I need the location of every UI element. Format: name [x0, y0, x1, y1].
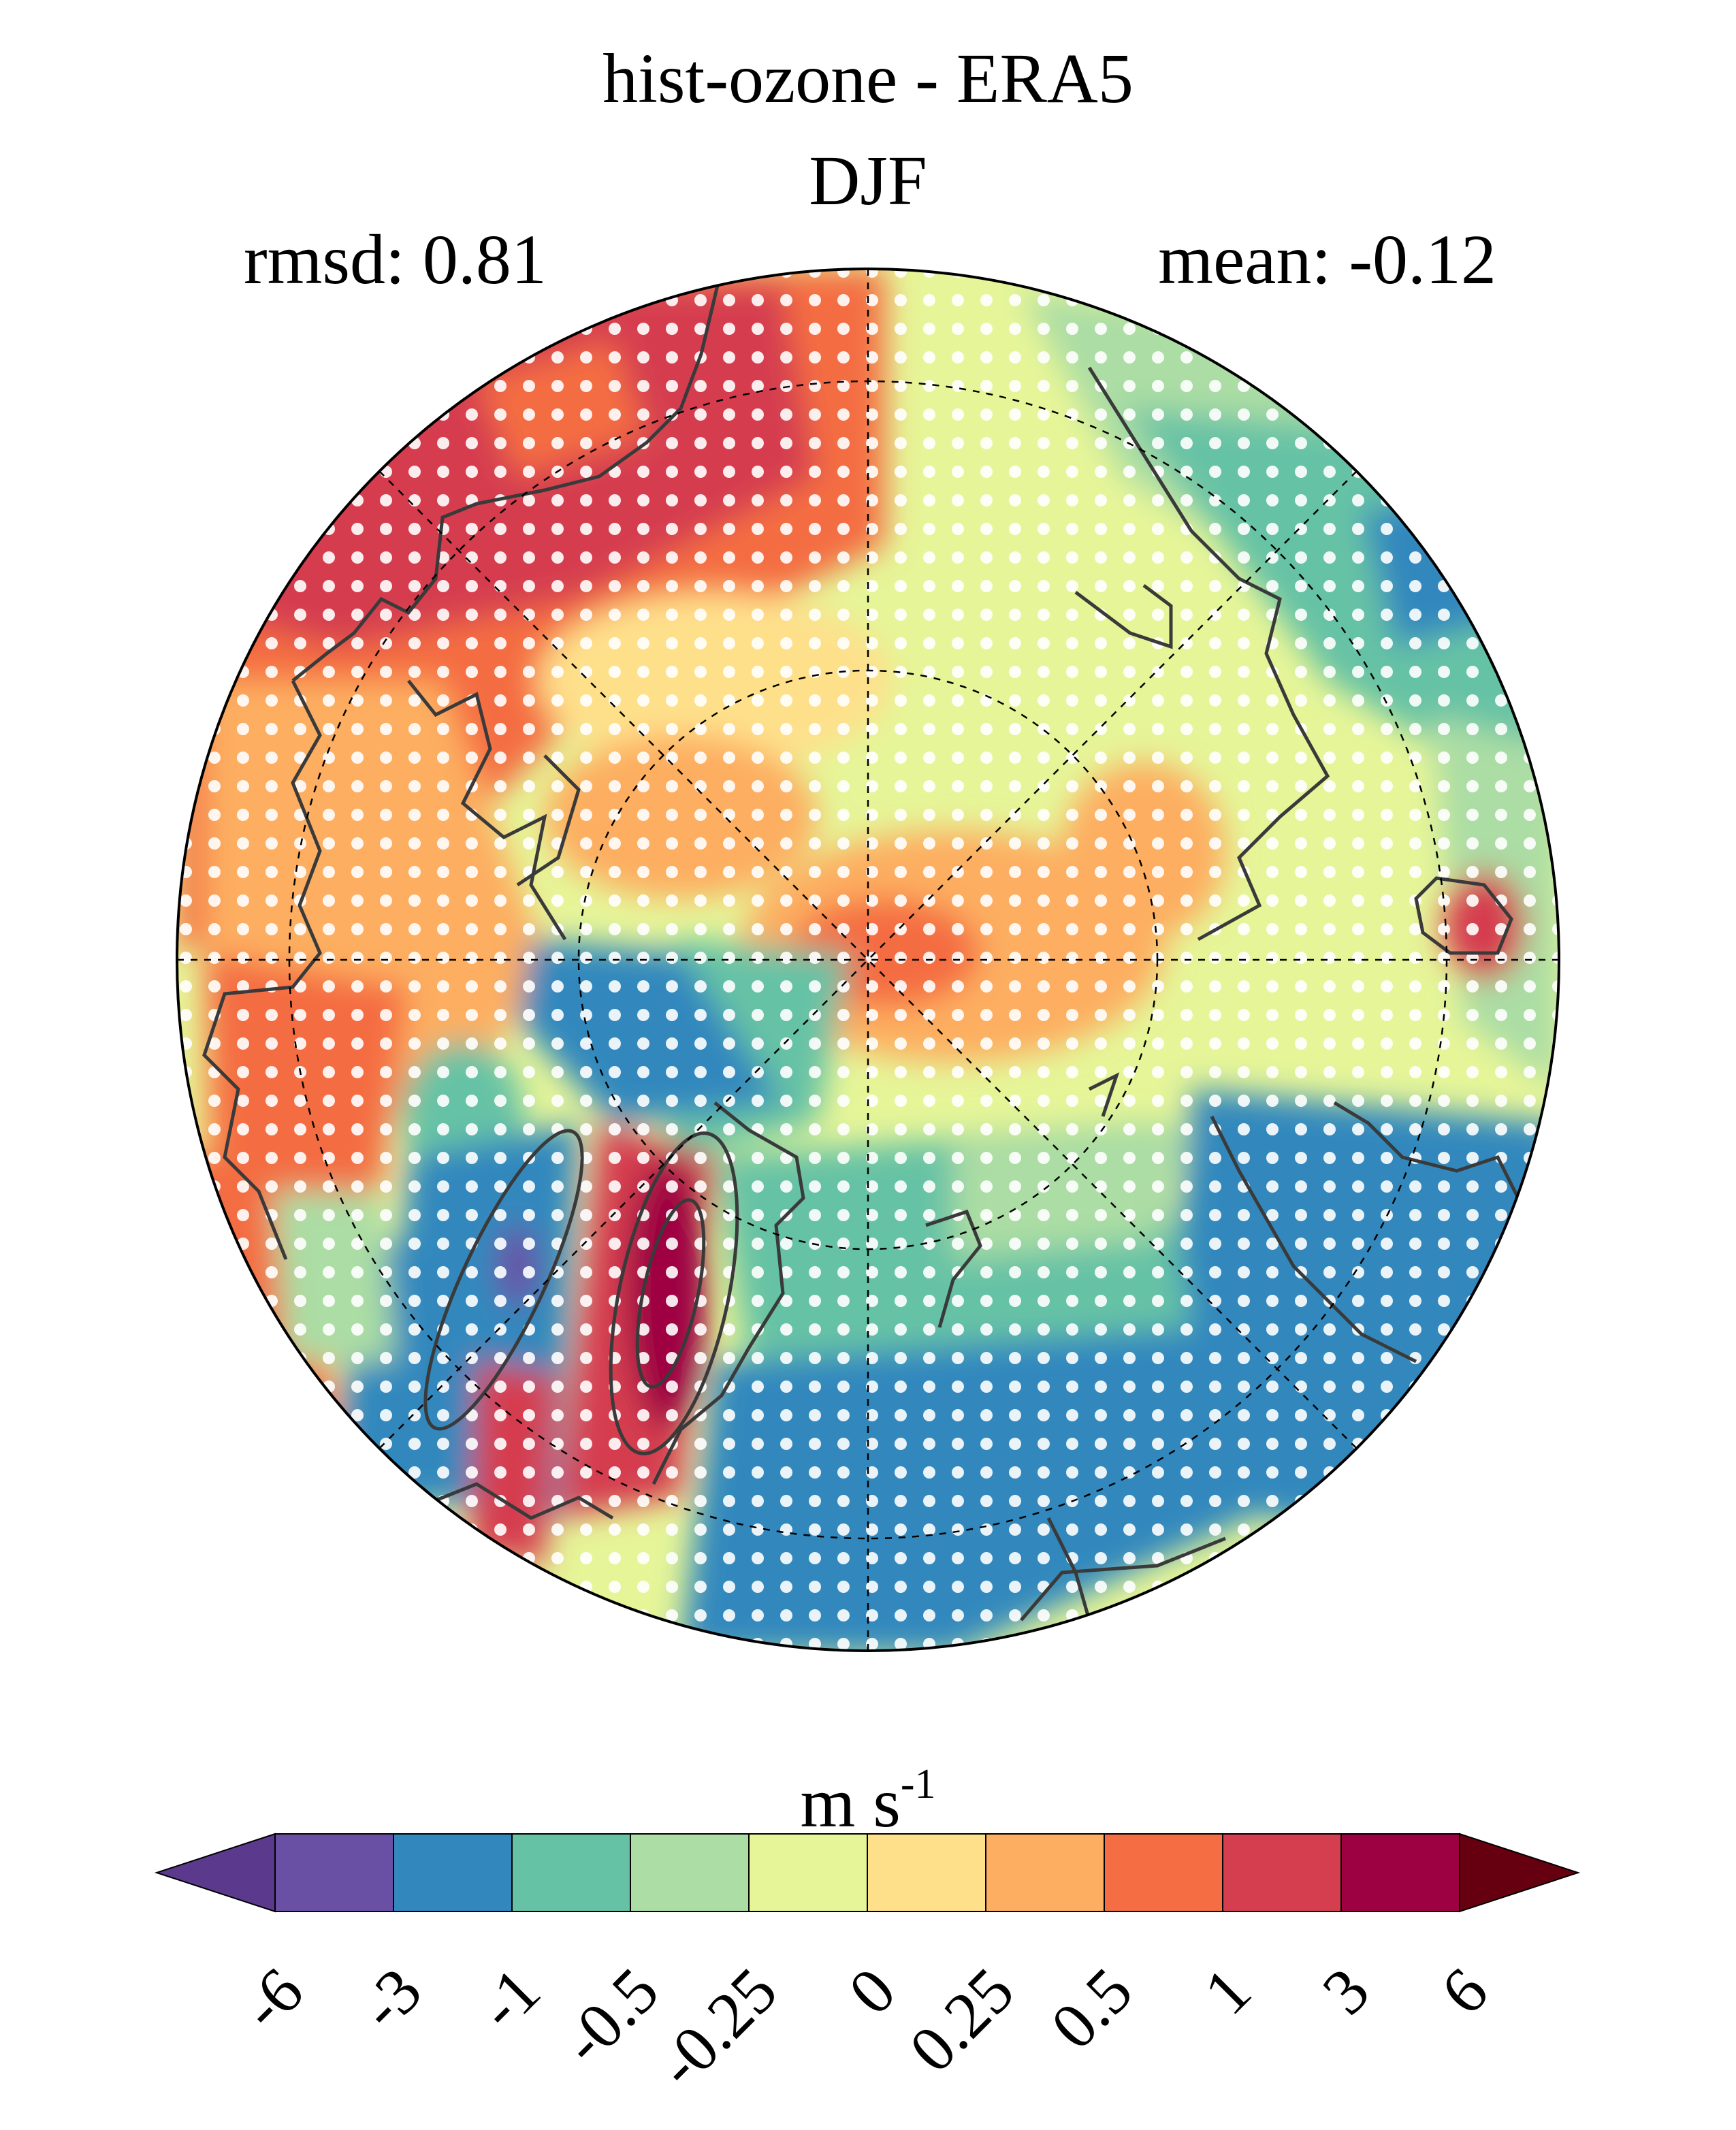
colorbar-segment — [748, 1833, 868, 1912]
colorbar-extend-max — [1459, 1833, 1581, 1913]
map-field — [177, 269, 1559, 1651]
map-boundary — [176, 268, 1560, 1652]
season-label: DJF — [809, 142, 927, 220]
polar-map — [176, 268, 1560, 1652]
colorbar-segment — [1104, 1833, 1223, 1912]
colorbar-extend-min — [154, 1833, 276, 1913]
colorbar-segment — [274, 1833, 394, 1912]
mean-label: mean: -0.12 — [1158, 221, 1496, 299]
colorbar-segment — [867, 1833, 986, 1912]
colorbar-segment — [985, 1833, 1105, 1912]
colorbar-segment — [1222, 1833, 1342, 1912]
colorbar-segment — [630, 1833, 750, 1912]
rmsd-label: rmsd: 0.81 — [244, 221, 547, 299]
colorbar-segment — [1340, 1833, 1460, 1912]
colorbar-segment — [511, 1833, 631, 1912]
coastlines — [202, 282, 1520, 1621]
graticule — [177, 269, 1559, 1651]
plot-title: hist-ozone - ERA5 — [602, 39, 1134, 118]
colorbar-units: m s-1 — [800, 1761, 936, 1842]
colorbar-segment — [393, 1833, 513, 1912]
